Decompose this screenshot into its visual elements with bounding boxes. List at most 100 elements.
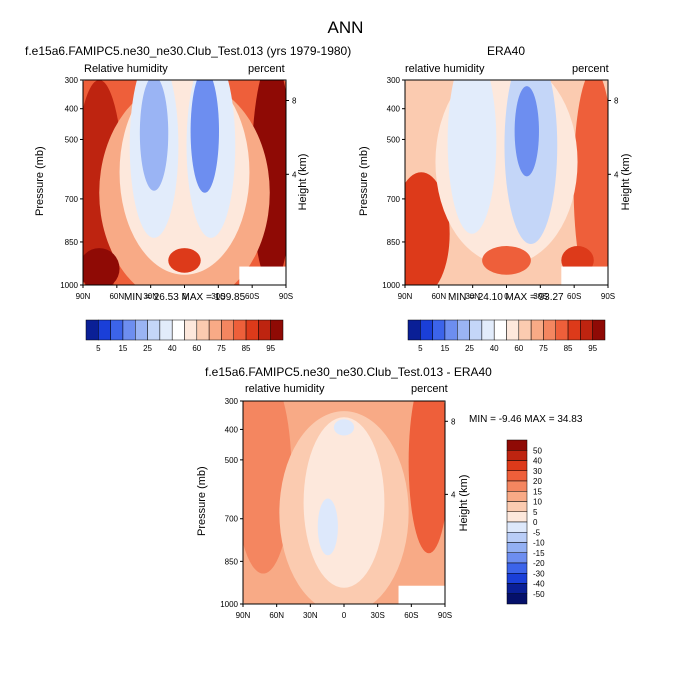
- panel-3-missing-data: [398, 585, 445, 604]
- panel-1-variable-label: Relative humidity: [84, 63, 168, 75]
- colorbar-1-swatch: [147, 319, 161, 341]
- panel-3-xtick-label: 90S: [438, 611, 452, 620]
- colorbar-1-label: 75: [217, 344, 226, 353]
- panel-3-contour-5: [317, 498, 338, 556]
- panel-1-xtick-label: 90N: [76, 292, 91, 301]
- colorbar-2-swatch: [444, 319, 458, 341]
- colorbar-1-label: 40: [168, 344, 177, 353]
- colorbar-1-swatch: [196, 319, 210, 341]
- colorbar-3-swatch: [506, 552, 528, 564]
- panel-1-contours: [83, 80, 286, 285]
- colorbar-1-swatch: [208, 319, 222, 341]
- colorbar-1-swatch: [245, 319, 259, 341]
- panel-2-xtick-label: 30N: [465, 292, 480, 301]
- colorbar-3-label: -40: [533, 580, 545, 589]
- colorbar-2-label: 5: [418, 344, 423, 353]
- colorbar-2-label: 85: [564, 344, 573, 353]
- panel-3-ytick-label: 700: [225, 515, 239, 524]
- panel-1-ytick-label: 300: [65, 76, 79, 85]
- colorbar-3-swatch: [506, 460, 528, 471]
- colorbar-3-swatch: [506, 573, 528, 584]
- colorbar-2-swatch: [580, 319, 593, 341]
- panel-1-ytick-label: 850: [65, 238, 79, 247]
- colorbar-3-swatch: [506, 593, 528, 605]
- panel-2-xtick-label: 60N: [431, 292, 446, 301]
- colorbar-1-swatch: [258, 319, 271, 341]
- colorbar-3-label: 20: [533, 477, 542, 486]
- colorbar-3-swatch: [506, 491, 528, 502]
- panel-2-xtick-label: 90N: [398, 292, 413, 301]
- panel-3-ytick-label: 400: [225, 425, 239, 434]
- colorbar-2-swatch: [432, 319, 446, 341]
- panel-2-contour-6: [514, 86, 539, 177]
- panel-1-ytick-label: 700: [65, 195, 79, 204]
- colorbar-3-label: -15: [533, 549, 545, 558]
- panel-2-ytick-label: 1000: [382, 281, 400, 290]
- colorbar-3-swatch: [506, 439, 528, 451]
- colorbar-2-label: 60: [514, 344, 523, 353]
- colorbar-2-label: 75: [539, 344, 548, 353]
- panel-2-xtick-label: 90S: [601, 292, 615, 301]
- colorbar-1-swatch: [85, 319, 99, 341]
- colorbar-3-swatch: [506, 470, 528, 482]
- panel-3-contour-4: [303, 417, 385, 588]
- panel-1-minmax: MIN = 26.53 MAX = 109.85: [124, 292, 246, 303]
- panel-3-xtick-label: 30S: [371, 611, 385, 620]
- colorbar-1-swatch: [233, 319, 247, 341]
- panel-1-contour-7: [139, 80, 169, 191]
- colorbar-1-label: 85: [242, 344, 251, 353]
- colorbar-3-label: -10: [533, 539, 545, 548]
- panel-2-ytick-label: 700: [387, 195, 401, 204]
- colorbar-1-swatch: [110, 319, 124, 341]
- panel-3-variable-label: relative humidity: [245, 383, 325, 395]
- panel-3-y2tick-label: 4: [451, 490, 456, 499]
- panel-3-ytick-label: 850: [225, 557, 239, 566]
- panel-3-minmax: MIN = -9.46 MAX = 34.83: [469, 414, 583, 425]
- panel-2-variable-label: relative humidity: [405, 63, 485, 75]
- colorbar-1-swatch: [221, 319, 234, 341]
- colorbar-1-swatch: [184, 319, 198, 341]
- panel-3-xtick-label: 60S: [404, 611, 418, 620]
- panel-1-y2tick-label: 4: [292, 170, 297, 179]
- panel-1-ytick-label: 400: [65, 105, 79, 114]
- panel-3-xtick-label: 90N: [236, 611, 251, 620]
- panel-1-xtick-label: 0: [182, 292, 187, 301]
- colorbar-2-swatch: [592, 319, 606, 341]
- colorbar-3-label: 50: [533, 446, 542, 455]
- panel-1-ytick-label: 500: [65, 135, 79, 144]
- colorbar-1-swatch: [171, 319, 185, 341]
- panel-2-contour-7: [482, 246, 531, 275]
- panel-3-xtick-label: 0: [342, 611, 347, 620]
- colorbar-3-swatch: [506, 532, 528, 543]
- colorbar-1-swatch: [98, 319, 111, 341]
- panel-2-title: ERA40: [487, 44, 526, 58]
- colorbar-2-label: 15: [440, 344, 449, 353]
- panel-2-contour-4: [447, 80, 497, 234]
- colorbar-1-swatch: [159, 319, 173, 341]
- panel-3-xtick-label: 60N: [269, 611, 284, 620]
- colorbar-3-label: 30: [533, 467, 542, 476]
- colorbar-2-swatch: [518, 319, 532, 341]
- colorbar-2-swatch: [469, 319, 483, 341]
- panel-1-missing-data: [239, 266, 286, 285]
- panel-3-ytick-label: 300: [225, 397, 239, 406]
- colorbar-3-swatch: [506, 583, 528, 594]
- colorbar-3-swatch: [506, 511, 528, 523]
- colorbar-3-label: -5: [533, 528, 541, 537]
- colorbar-2-swatch: [407, 319, 421, 341]
- colorbar-3-label: 40: [533, 457, 542, 466]
- panel-1-xtick-label: 60N: [109, 292, 124, 301]
- colorbar-1-label: 15: [118, 344, 127, 353]
- panel-3-contour-6: [333, 419, 355, 436]
- panel-2-ytick-label: 500: [387, 135, 401, 144]
- panel-2-units-label: percent: [572, 63, 609, 75]
- colorbar-1-label: 25: [143, 344, 152, 353]
- colorbar-3-swatch: [506, 562, 528, 574]
- panel-1-contour-10: [168, 248, 201, 273]
- colorbar-3-swatch: [506, 542, 528, 553]
- colorbar-3-label: 5: [533, 508, 538, 517]
- colorbar-2-swatch: [506, 319, 520, 341]
- panel-3-y2tick-label: 8: [451, 417, 456, 426]
- panel-2-y2tick-label: 4: [614, 170, 619, 179]
- colorbar-2-swatch: [555, 319, 569, 341]
